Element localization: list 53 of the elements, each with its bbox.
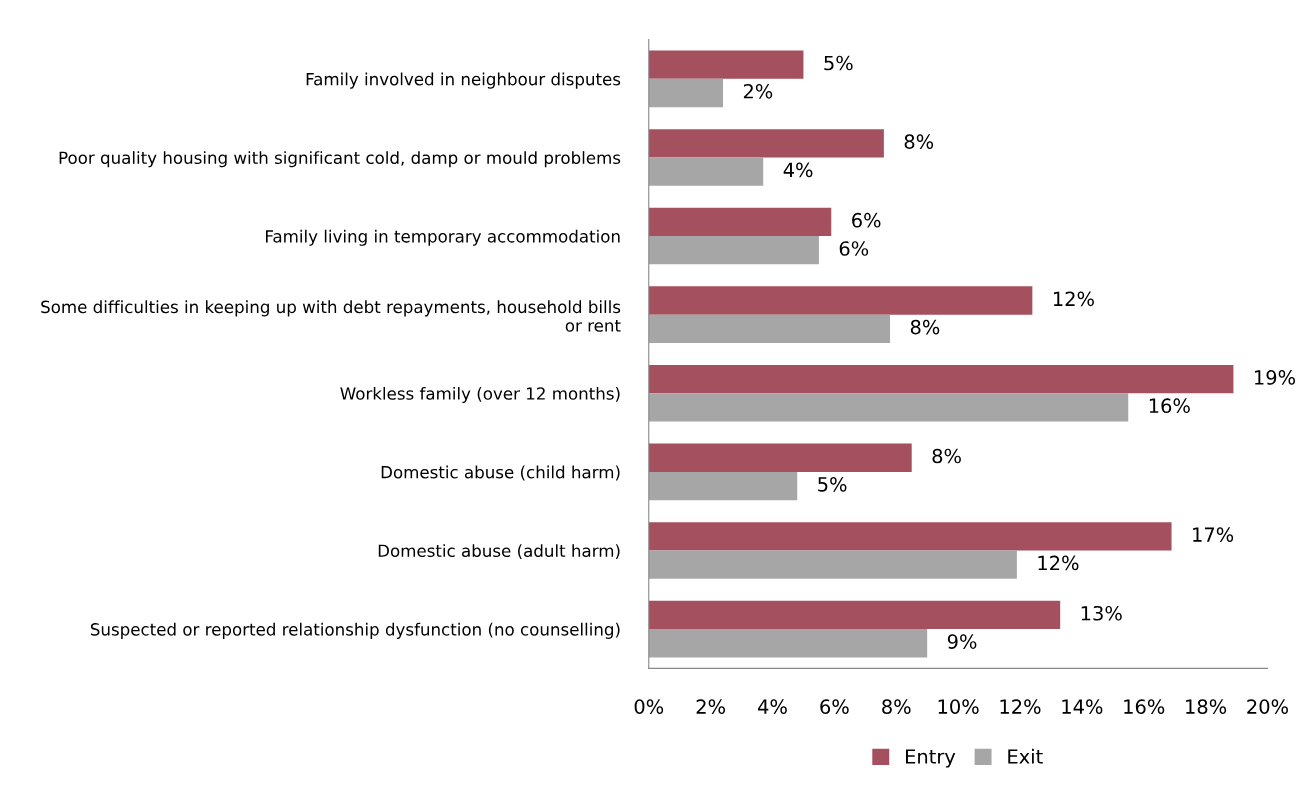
data-label: 2% (743, 83, 773, 99)
bar (648, 550, 1017, 579)
bar (648, 629, 928, 658)
x-tick-label: 6% (820, 699, 849, 714)
x-tick-label: 10% (938, 699, 979, 714)
data-label: 12% (1038, 555, 1079, 571)
data-label: 6% (852, 212, 881, 228)
data-label: 6% (839, 241, 869, 256)
bar (648, 78, 724, 108)
data-label: 19% (1255, 370, 1296, 385)
x-tick-label: 4% (758, 699, 787, 714)
legend-label: Entry (906, 749, 956, 768)
bar (648, 50, 804, 79)
data-label: 5% (818, 476, 847, 492)
data-label: 9% (947, 634, 977, 649)
x-tick-label: 2% (696, 699, 725, 714)
y-tick-label: Suspected or reported relationship dysfunction (no counselling) (90, 622, 620, 639)
x-tick-label: 0% (634, 699, 664, 714)
bar (648, 207, 832, 237)
data-label: 13% (1081, 605, 1122, 621)
y-tick-label: Domestic abuse (child harm) (381, 465, 620, 481)
bar (648, 314, 891, 343)
x-tick-label: 14% (1062, 699, 1103, 714)
y-tick-label: Poor quality housing with significant cold, damp or mould problems (59, 151, 621, 168)
data-label: 12% (1053, 291, 1094, 307)
data-label: 8% (932, 448, 961, 464)
y-tick-label: Some difficulties in keeping up with debt repayments, household bills or rent (41, 300, 621, 332)
legend-label: Exit (1008, 748, 1043, 764)
data-label: 8% (904, 134, 934, 149)
data-label: 16% (1149, 398, 1190, 414)
data-label: 17% (1193, 527, 1234, 542)
data-label: 8% (910, 319, 940, 335)
x-tick-label: 18% (1186, 699, 1227, 714)
y-tick-label: Family involved in neighbour disputes (306, 72, 621, 89)
bar (648, 286, 1033, 315)
bar (648, 236, 819, 265)
bar (648, 364, 1234, 394)
y-tick-label: Family living in temporary accommodation (266, 229, 620, 246)
bar (648, 600, 1061, 630)
bar (648, 157, 764, 186)
bar (648, 471, 798, 501)
y-tick-label: Workless family (over 12 months) (340, 386, 620, 404)
x-tick-label: 12% (1000, 699, 1041, 714)
y-tick-label: Domestic abuse (adult harm) (378, 544, 620, 560)
x-tick-label: 16% (1124, 699, 1165, 714)
bar (648, 129, 884, 158)
data-label: 5% (824, 55, 853, 71)
bar (648, 522, 1172, 551)
bar (648, 393, 1129, 422)
bar (648, 443, 912, 472)
data-label: 4% (783, 162, 813, 178)
x-tick-label: 20% (1247, 699, 1288, 714)
x-tick-label: 8% (882, 699, 911, 714)
